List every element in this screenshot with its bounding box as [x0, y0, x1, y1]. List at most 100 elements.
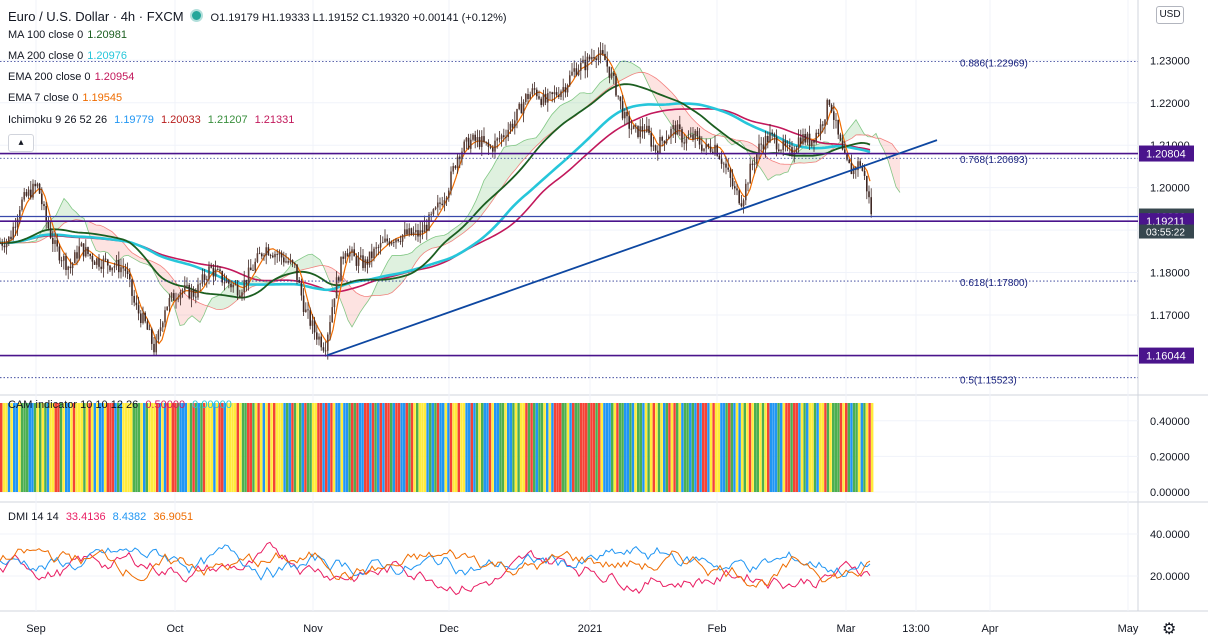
candle-body: [27, 189, 30, 196]
candle-body: [758, 143, 760, 154]
cam-bar: [707, 403, 710, 492]
candle-body: [769, 132, 771, 143]
cam-bar: [345, 403, 349, 492]
candle-body: [679, 124, 681, 130]
cam-bar: [572, 403, 575, 492]
candle-body: [696, 130, 699, 136]
candle-body: [593, 56, 595, 59]
collapse-legend-button[interactable]: ▴: [8, 134, 34, 152]
candle-body: [415, 230, 417, 233]
cam-bar: [85, 403, 89, 492]
candle-body: [93, 261, 96, 265]
cam-bar: [595, 403, 598, 492]
cam-bar: [782, 403, 785, 492]
candle-body: [747, 183, 749, 185]
cam-bar: [754, 403, 757, 492]
cam-bar: [218, 403, 221, 492]
cam-bar: [494, 403, 497, 492]
candle-body: [773, 134, 776, 137]
cam-bar: [184, 403, 187, 492]
cam-bar: [670, 403, 674, 492]
cam-bar: [566, 403, 570, 492]
candle-body: [109, 265, 111, 271]
cam-bar: [46, 403, 50, 492]
dmi-legend[interactable]: DMI 14 14 33.4136 8.4382 36.9051: [8, 511, 197, 523]
cloud-segment: [212, 296, 216, 310]
cam-bar: [826, 403, 830, 492]
cam-bar: [335, 403, 338, 492]
cam-bar: [681, 403, 684, 492]
candle-body: [784, 140, 787, 147]
cloud-segment: [852, 119, 856, 139]
candle-body: [0, 242, 1, 244]
candle-body: [155, 339, 157, 353]
cam-bar: [720, 403, 723, 492]
candle-body: [234, 284, 237, 286]
cam-bar: [426, 403, 429, 492]
candle-body: [452, 166, 454, 172]
cloud-segment: [516, 142, 520, 169]
candle-body: [397, 239, 399, 242]
candle-body: [591, 56, 593, 60]
candle-body: [346, 253, 349, 257]
candle-body: [302, 295, 305, 312]
price-axis[interactable]: 1.170001.180001.190001.200001.210001.220…: [1139, 55, 1194, 583]
candle-body: [329, 322, 331, 335]
candle-body: [181, 290, 184, 292]
cam-bar: [358, 403, 362, 492]
cam-bar: [5, 403, 8, 492]
symbol-title[interactable]: Euro / U.S. Dollar · 4h · FXCM: [8, 9, 184, 24]
cloud-segment: [492, 160, 496, 202]
cam-bar: [600, 403, 603, 492]
cloud-segment: [768, 158, 772, 181]
cam-bar: [231, 403, 234, 492]
candle-body: [650, 133, 652, 147]
cam-bar: [709, 403, 713, 492]
cam-bar: [410, 403, 414, 492]
cam-bar: [65, 403, 68, 492]
candle-body: [342, 256, 344, 259]
time-axis[interactable]: Sep Oct Nov Dec 2021 Feb Mar 13:00 Apr May: [26, 623, 1139, 635]
ichimoku-legend[interactable]: Ichimoku 9 26 52 26 1.19779 1.20033 1.21…: [8, 114, 298, 126]
candle-body: [439, 202, 441, 204]
candle-body: [137, 305, 140, 314]
dmi-pane[interactable]: [0, 502, 1138, 611]
candle-body: [104, 258, 107, 260]
candle-body: [833, 111, 835, 120]
candle-body: [199, 283, 201, 285]
main-pane[interactable]: [0, 0, 1138, 395]
cam-bar: [10, 403, 13, 492]
ma-100-line: [0, 83, 871, 299]
cam-bar: [808, 403, 811, 492]
ma-legend-row[interactable]: MA 200 close 0 1.20976: [8, 50, 131, 62]
ma-legend-row[interactable]: EMA 200 close 0 1.20954: [8, 71, 138, 83]
currency-button[interactable]: USD: [1156, 6, 1184, 24]
candle-body: [305, 309, 307, 312]
cam-legend[interactable]: CAM indicator 10 10 12 26 0.50000 0.0000…: [8, 399, 236, 411]
ma-legend-row[interactable]: MA 100 close 0 1.20981: [8, 29, 131, 41]
cloud-segment: [544, 120, 548, 139]
cam-bar: [377, 403, 380, 492]
candle-body: [582, 59, 584, 63]
gear-icon[interactable]: ⚙: [1162, 621, 1177, 638]
candle-body: [586, 56, 589, 71]
candle-body: [313, 320, 316, 333]
candle-body: [377, 247, 380, 249]
cam-bar: [629, 403, 632, 492]
candle-body: [241, 292, 243, 297]
candle-body: [764, 135, 767, 150]
candle-body: [681, 129, 683, 143]
candle-body: [1, 242, 3, 246]
cam-bar: [520, 403, 523, 492]
cam-bar: [637, 403, 640, 492]
candle-body: [738, 190, 740, 204]
ma-legend-row[interactable]: EMA 7 close 0 1.19545: [8, 92, 126, 104]
candle-body: [41, 193, 43, 205]
candle-body: [419, 230, 421, 237]
candle-body: [692, 134, 694, 140]
cam-bar: [26, 403, 29, 492]
candle-body: [228, 280, 230, 284]
cloud-segment: [428, 238, 432, 251]
cam-bar: [148, 403, 151, 492]
